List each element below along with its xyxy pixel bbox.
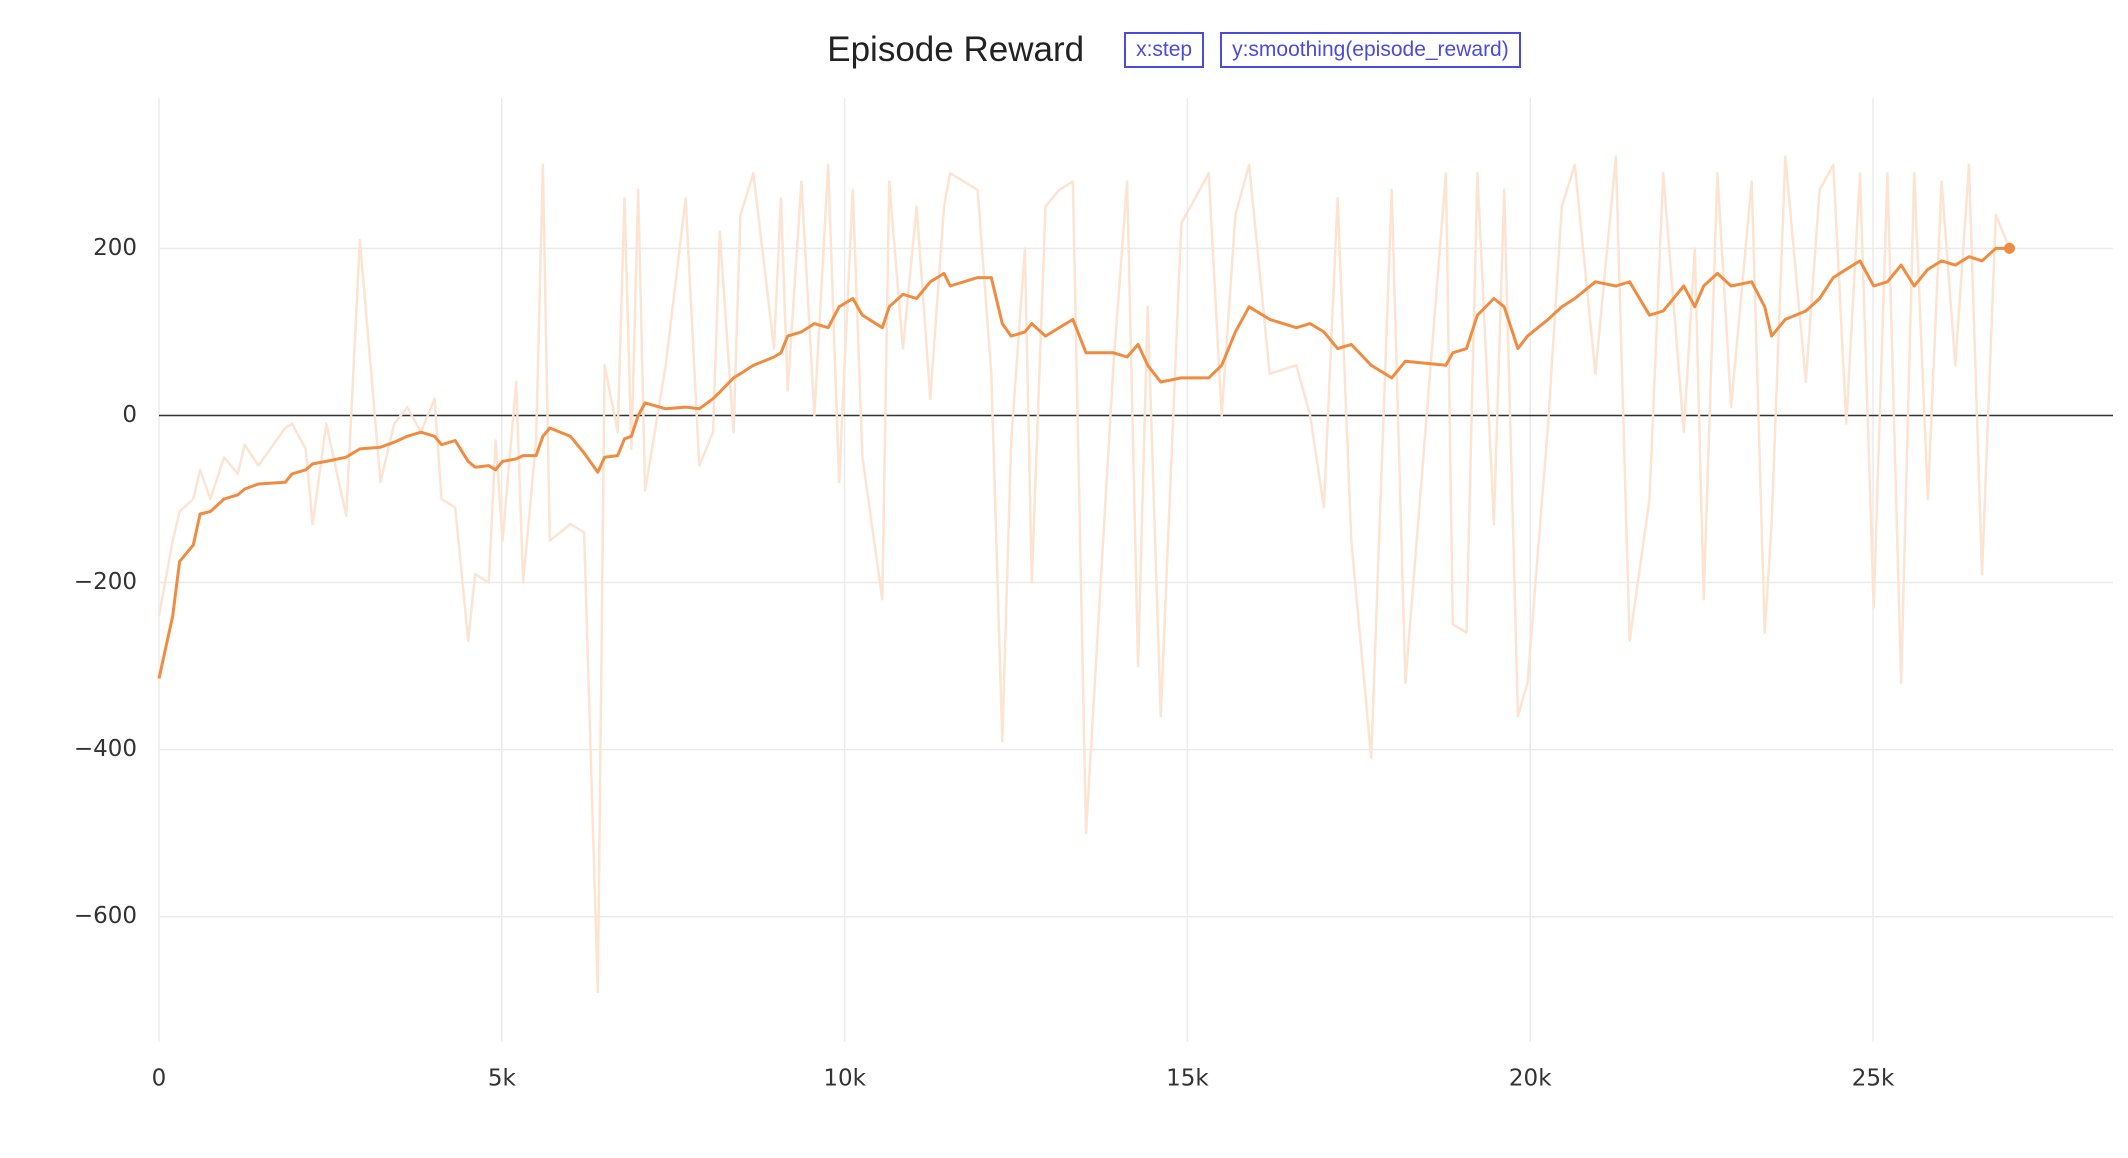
x-tick-label: 10k — [823, 1066, 866, 1092]
chart-title: Episode Reward — [827, 30, 1085, 69]
x-tick-label: 20k — [1509, 1066, 1552, 1092]
x-tick-label: 5k — [488, 1066, 517, 1092]
y-tick-label: 0 — [122, 402, 137, 428]
series-line — [157, 155, 2011, 994]
x-tick-label: 15k — [1166, 1066, 1209, 1092]
end-marker — [2003, 242, 2015, 254]
series-line — [157, 246, 2010, 679]
y-tick-label: −600 — [74, 903, 137, 929]
x-axis-label[interactable]: x:step — [1124, 32, 1205, 68]
x-tick-label: 25k — [1852, 1066, 1895, 1092]
x-tick-label: 0 — [152, 1066, 167, 1092]
y-tick-label: 200 — [93, 235, 137, 261]
y-tick-label: −200 — [74, 569, 137, 595]
header: Episode Reward x:step y:smoothing(episod… — [0, 30, 2128, 70]
y-axis-label[interactable]: y:smoothing(episode_reward) — [1220, 32, 1521, 68]
y-tick-label: −400 — [74, 736, 137, 762]
